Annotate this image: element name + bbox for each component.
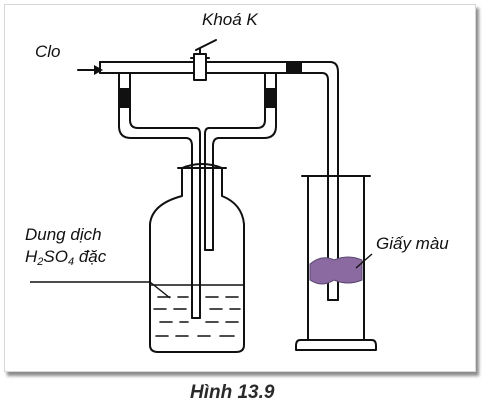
colored-paper-strip — [309, 256, 363, 285]
valve-k-label: Khoá K — [202, 10, 258, 29]
formula-sub-2: 2 — [37, 256, 44, 268]
formula-rest: đặc — [74, 247, 107, 266]
left-branch-tube — [118, 72, 197, 139]
formula-sub-4: 4 — [67, 256, 75, 268]
figure-caption: Hình 13.9 — [190, 382, 275, 403]
leader-lines — [30, 253, 373, 299]
acid-liquid — [149, 284, 245, 337]
chlorine-inlet-label: Clo — [35, 42, 61, 61]
sulfuric-acid-label: Dung dịch H2SO4 đặc — [25, 224, 106, 273]
formula-h: H — [25, 247, 38, 266]
delivery-tube — [285, 61, 339, 301]
valve-k — [190, 39, 217, 81]
bottle-inlet-tube — [185, 127, 201, 319]
formula-so: SO — [43, 247, 68, 266]
solution-label-line1: Dung dịch — [25, 225, 102, 244]
solution-label-line2: H2SO4 đặc — [25, 246, 106, 273]
inlet-arrow — [77, 65, 103, 75]
right-branch-tube — [208, 72, 277, 139]
graduated-cylinder — [295, 175, 377, 351]
bottle-outlet-tube — [204, 127, 220, 251]
wash-bottle — [149, 163, 245, 353]
figure-panel — [4, 4, 476, 372]
colored-paper-label: Giấy màu — [376, 234, 449, 253]
